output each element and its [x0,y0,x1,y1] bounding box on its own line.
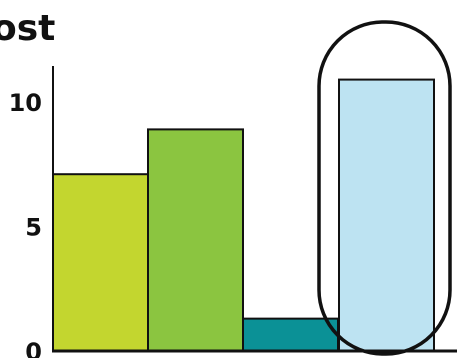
y-tick-label-5: 5 [25,214,42,242]
bar-4 [338,78,435,352]
y-tick-label-0: 0 [25,338,42,358]
chart-title: ost [0,8,55,49]
bars-group [52,78,435,353]
bar-2 [147,128,244,352]
highlight-ring [317,20,452,356]
y-tick-labels: 0 5 10 [9,89,42,358]
bar-3 [242,317,339,353]
bar-1 [52,173,149,352]
y-tick-label-10: 10 [9,89,42,117]
